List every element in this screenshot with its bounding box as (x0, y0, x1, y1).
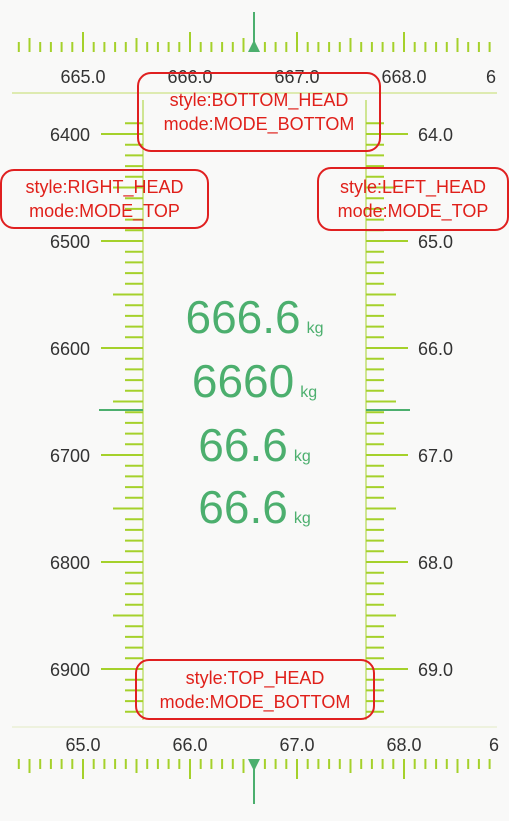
right-ruler-labels: 64.0 65.0 66.0 67.0 68.0 69.0 (418, 125, 453, 680)
bottom-ruler-label: 65.0 (65, 735, 100, 755)
left-ruler-label: 6600 (50, 339, 90, 359)
bottom-ruler-label: 67.0 (279, 735, 314, 755)
top-ruler-label: 665.0 (60, 67, 105, 87)
readout-unit: kg (293, 448, 311, 465)
annotation-style: style:BOTTOM_HEAD (169, 90, 349, 110)
readout-value: 66.6 (198, 481, 288, 533)
annotation-bottom: style:TOP_HEAD mode:MODE_BOTTOM (135, 659, 375, 720)
readout-unit: kg (293, 510, 311, 527)
annotation-style: style:TOP_HEAD (185, 667, 325, 688)
right-ruler-ticks[interactable] (365, 100, 408, 720)
annotation-mode: mode:MODE_BOTTOM (159, 691, 351, 712)
right-ruler-label: 67.0 (418, 446, 453, 466)
annotation-top: style:BOTTOM_HEAD mode:MODE_BOTTOM (137, 72, 381, 152)
left-ruler-label: 6900 (50, 660, 90, 680)
readout-value: 66.6 (198, 419, 288, 471)
readout-1: 666.6 kg (0, 290, 509, 344)
left-ruler-labels: 6400 6500 6600 6700 6800 6900 (50, 125, 90, 680)
top-ruler-label: 6 (486, 67, 496, 87)
readout-4: 66.6 kg (0, 480, 509, 534)
right-ruler-label: 64.0 (418, 125, 453, 145)
left-ruler-ticks[interactable] (101, 100, 144, 720)
bottom-ruler-label: 68.0 (386, 735, 421, 755)
readout-2: 6660 kg (0, 354, 509, 408)
right-ruler-label: 66.0 (418, 339, 453, 359)
bottom-ruler-label: 6 (489, 735, 499, 755)
annotation-style: style:LEFT_HEAD (339, 177, 487, 197)
annotation-right: style:LEFT_HEAD mode:MODE_TOP (317, 167, 509, 231)
left-ruler-label: 6800 (50, 553, 90, 573)
right-ruler-label: 68.0 (418, 553, 453, 573)
bottom-ruler-label: 66.0 (172, 735, 207, 755)
readout-3: 66.6 kg (0, 418, 509, 472)
readout-unit: kg (300, 384, 318, 401)
readout-unit: kg (306, 320, 324, 337)
right-ruler-label: 65.0 (418, 232, 453, 252)
annotation-mode: mode:MODE_TOP (29, 201, 180, 221)
bottom-ruler-ticks[interactable] (17, 759, 491, 779)
annotation-left: style:RIGHT_HEAD mode:MODE_TOP (0, 169, 209, 229)
annotation-mode: mode:MODE_TOP (337, 201, 489, 221)
left-ruler-label: 6700 (50, 446, 90, 466)
readout-value: 666.6 (185, 291, 301, 343)
readout-value: 6660 (191, 355, 295, 407)
left-ruler-label: 6400 (50, 125, 90, 145)
annotation-mode: mode:MODE_BOTTOM (163, 114, 355, 134)
top-ruler-label: 668.0 (381, 67, 426, 87)
annotation-style: style:RIGHT_HEAD (25, 177, 184, 197)
left-ruler-label: 6500 (50, 232, 90, 252)
right-ruler-label: 69.0 (418, 660, 453, 680)
bottom-ruler-labels: 65.0 66.0 67.0 68.0 6 (65, 735, 499, 755)
